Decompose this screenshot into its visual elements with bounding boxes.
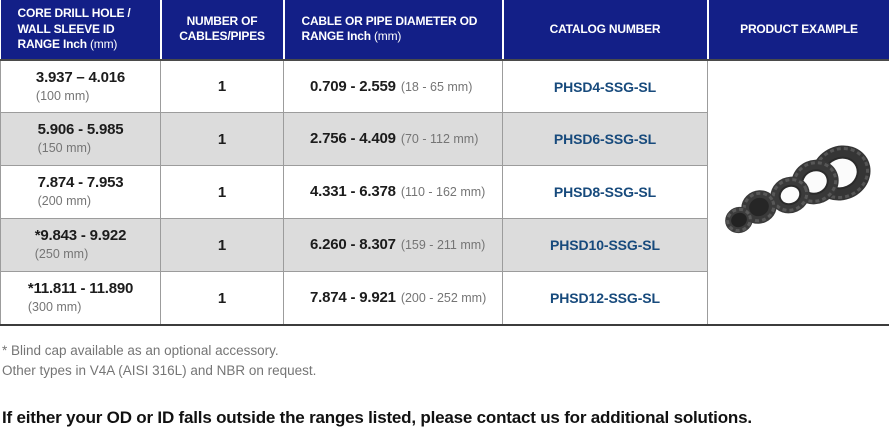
table-row: 3.937 – 4.016 (100 mm) 1 0.709 - 2.559 (1…	[0, 59, 889, 326]
header-id-range: CORE DRILL HOLE / WALL SLEEVE ID RANGE I…	[0, 0, 161, 61]
seal-rings-product-image	[725, 145, 871, 233]
id-range-cell: *9.843 - 9.922 (250 mm)	[0, 218, 161, 273]
header-od-range-label: CABLE OR PIPE DIAMETER OD RANGE Inch	[301, 13, 478, 44]
id-range-mm: (100 mm)	[35, 88, 90, 103]
header-id-range-label: CORE DRILL HOLE / WALL SLEEVE ID RANGE I…	[17, 6, 131, 52]
catalog-number: PHSD4-SSG-SL	[502, 59, 708, 114]
od-range-cell: 6.260 - 8.307 (159 - 211 mm)	[283, 218, 503, 273]
table-header: CORE DRILL HOLE / WALL SLEEVE ID RANGE I…	[0, 0, 889, 61]
cables-count: 1	[160, 59, 284, 114]
id-range-mm: (200 mm)	[37, 194, 92, 209]
catalog-number: PHSD10-SSG-SL	[502, 218, 708, 273]
header-num-cables: NUMBER OF CABLES/PIPES	[159, 0, 284, 61]
table-row: *11.811 - 11.890 (300 mm) 1 7.874 - 9.92…	[0, 271, 889, 326]
header-od-range: CABLE OR PIPE DIAMETER OD RANGE Inch (mm…	[282, 0, 503, 61]
od-range-value: 7.874 - 9.921	[310, 289, 396, 307]
table-row: *9.843 - 9.922 (250 mm) 1 6.260 - 8.307 (…	[0, 218, 889, 273]
footnote-blind-cap: * Blind cap available as an optional acc…	[2, 342, 279, 358]
id-range-cell: 7.874 - 7.953 (200 mm)	[0, 165, 161, 220]
id-range-value: 7.874 - 7.953	[37, 174, 124, 192]
id-range-mm: (250 mm)	[34, 247, 89, 262]
id-range-mm: (300 mm)	[27, 300, 82, 315]
id-range-mm: (150 mm)	[37, 141, 92, 156]
od-range-cell: 2.756 - 4.409 (70 - 112 mm)	[283, 112, 503, 167]
od-range-cell: 0.709 - 2.559 (18 - 65 mm)	[283, 59, 503, 114]
od-range-mm: (110 - 162 mm)	[400, 185, 486, 200]
od-range-mm: (18 - 65 mm)	[400, 79, 473, 94]
id-range-value: 3.937 – 4.016	[35, 68, 126, 86]
od-range-value: 4.331 - 6.378	[310, 183, 396, 201]
id-range-value: *9.843 - 9.922	[34, 227, 127, 245]
od-range-mm: (200 - 252 mm)	[400, 291, 487, 306]
od-range-value: 0.709 - 2.559	[310, 77, 396, 95]
od-range-value: 6.260 - 8.307	[310, 236, 396, 254]
header-num-cables-label: NUMBER OF CABLES/PIPES	[179, 13, 265, 44]
footnotes: * Blind cap available as an optional acc…	[2, 341, 889, 382]
od-range-mm: (70 - 112 mm)	[400, 132, 479, 147]
cables-count: 1	[160, 165, 284, 220]
od-range-cell: 4.331 - 6.378 (110 - 162 mm)	[283, 165, 503, 220]
header-id-range-unit: (mm)	[89, 37, 118, 52]
od-range-mm: (159 - 211 mm)	[400, 238, 486, 253]
table-row: 5.906 - 5.985 (150 mm) 1 2.756 - 4.409 (7…	[0, 112, 889, 167]
id-range-value: 5.906 - 5.985	[37, 121, 124, 139]
catalog-number: PHSD8-SSG-SL	[502, 165, 708, 220]
contact-note: If either your OD or ID falls outside th…	[2, 408, 752, 428]
table-row: 7.874 - 7.953 (200 mm) 1 4.331 - 6.378 (1…	[0, 165, 889, 220]
id-range-value: *11.811 - 11.890	[27, 280, 134, 298]
id-range-cell: 3.937 – 4.016 (100 mm)	[0, 59, 161, 114]
header-product-example-label: PRODUCT EXAMPLE	[740, 21, 858, 36]
id-range-cell: *11.811 - 11.890 (300 mm)	[0, 271, 161, 326]
header-catalog-number-label: CATALOG NUMBER	[549, 21, 661, 36]
catalog-number: PHSD6-SSG-SL	[502, 112, 708, 167]
od-range-cell: 7.874 - 9.921 (200 - 252 mm)	[283, 271, 503, 326]
id-range-cell: 5.906 - 5.985 (150 mm)	[0, 112, 161, 167]
footnote-other-types: Other types in V4A (AISI 316L) and NBR o…	[2, 363, 317, 379]
header-od-range-unit: (mm)	[373, 29, 402, 44]
catalog-number: PHSD12-SSG-SL	[502, 271, 708, 326]
header-catalog-number: CATALOG NUMBER	[501, 0, 708, 61]
header-product-example: PRODUCT EXAMPLE	[706, 0, 889, 61]
cables-count: 1	[160, 218, 284, 273]
cables-count: 1	[160, 271, 284, 326]
product-example-cell	[707, 59, 889, 326]
cables-count: 1	[160, 112, 284, 167]
od-range-value: 2.756 - 4.409	[310, 130, 396, 148]
spec-table: CORE DRILL HOLE / WALL SLEEVE ID RANGE I…	[0, 0, 889, 326]
